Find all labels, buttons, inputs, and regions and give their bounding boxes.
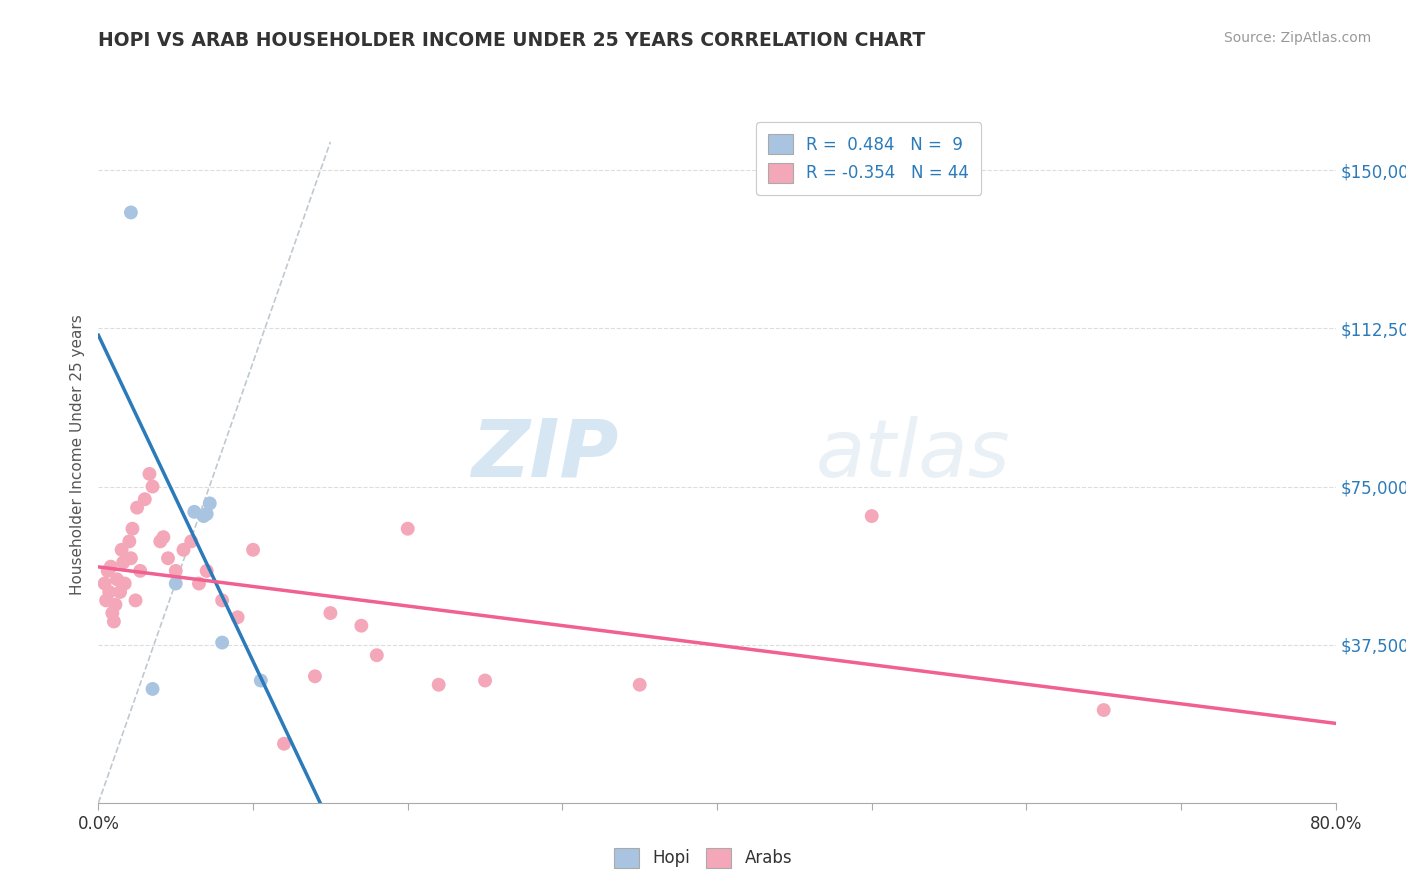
Point [165, 576, 187, 591]
Point [211, 635, 233, 649]
Point [173, 542, 195, 557]
Point [121, 522, 143, 536]
Point [114, 576, 136, 591]
Point [165, 564, 187, 578]
Point [188, 576, 211, 591]
Point [195, 507, 218, 521]
Point [198, 496, 221, 510]
Point [100, 559, 122, 574]
Point [628, 678, 651, 692]
Point [183, 505, 205, 519]
Point [124, 593, 146, 607]
Point [193, 509, 215, 524]
Legend: R =  0.484   N =  9, R = -0.354   N = 44: R = 0.484 N = 9, R = -0.354 N = 44 [756, 122, 981, 194]
Point [138, 467, 160, 481]
Point [180, 534, 202, 549]
Point [226, 610, 249, 624]
Point [142, 479, 165, 493]
Point [120, 551, 142, 566]
Point [273, 737, 295, 751]
Y-axis label: Householder Income Under 25 years: Householder Income Under 25 years [70, 315, 86, 595]
Point [118, 534, 141, 549]
Point [152, 530, 174, 544]
Point [319, 606, 342, 620]
Text: Source: ZipAtlas.com: Source: ZipAtlas.com [1223, 31, 1371, 45]
Point [98, 585, 121, 599]
Point [96, 593, 118, 607]
Point [304, 669, 326, 683]
Point [101, 606, 124, 620]
Point [103, 615, 125, 629]
Point [157, 551, 180, 566]
Point [211, 593, 233, 607]
Point [195, 564, 218, 578]
Point [93, 576, 115, 591]
Point [396, 522, 419, 536]
Point [250, 673, 273, 688]
Point [97, 564, 120, 578]
Point [134, 492, 156, 507]
Point [1092, 703, 1115, 717]
Point [474, 673, 496, 688]
Point [860, 509, 883, 524]
Legend: Hopi, Arabs: Hopi, Arabs [607, 841, 799, 875]
Point [242, 542, 264, 557]
Point [105, 572, 128, 586]
Point [127, 500, 149, 515]
Point [142, 681, 165, 696]
Point [129, 564, 152, 578]
Point [112, 556, 135, 570]
Point [108, 585, 131, 599]
Point [120, 205, 142, 219]
Point [104, 598, 127, 612]
Text: atlas: atlas [815, 416, 1011, 494]
Point [350, 618, 373, 632]
Text: ZIP: ZIP [471, 416, 619, 494]
Point [111, 542, 134, 557]
Point [366, 648, 388, 663]
Point [427, 678, 450, 692]
Text: HOPI VS ARAB HOUSEHOLDER INCOME UNDER 25 YEARS CORRELATION CHART: HOPI VS ARAB HOUSEHOLDER INCOME UNDER 25… [98, 31, 925, 50]
Point [149, 534, 172, 549]
